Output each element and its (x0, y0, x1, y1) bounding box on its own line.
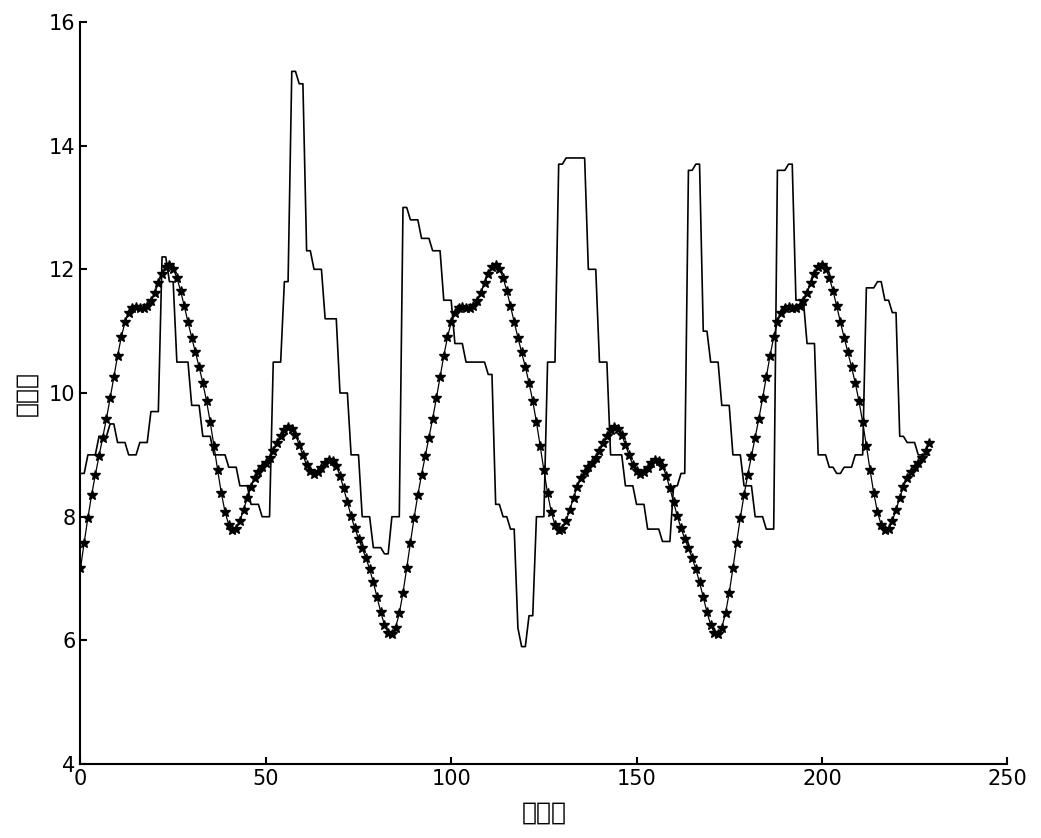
Y-axis label: 加速度: 加速度 (14, 370, 37, 416)
X-axis label: 采样点: 采样点 (522, 800, 566, 824)
